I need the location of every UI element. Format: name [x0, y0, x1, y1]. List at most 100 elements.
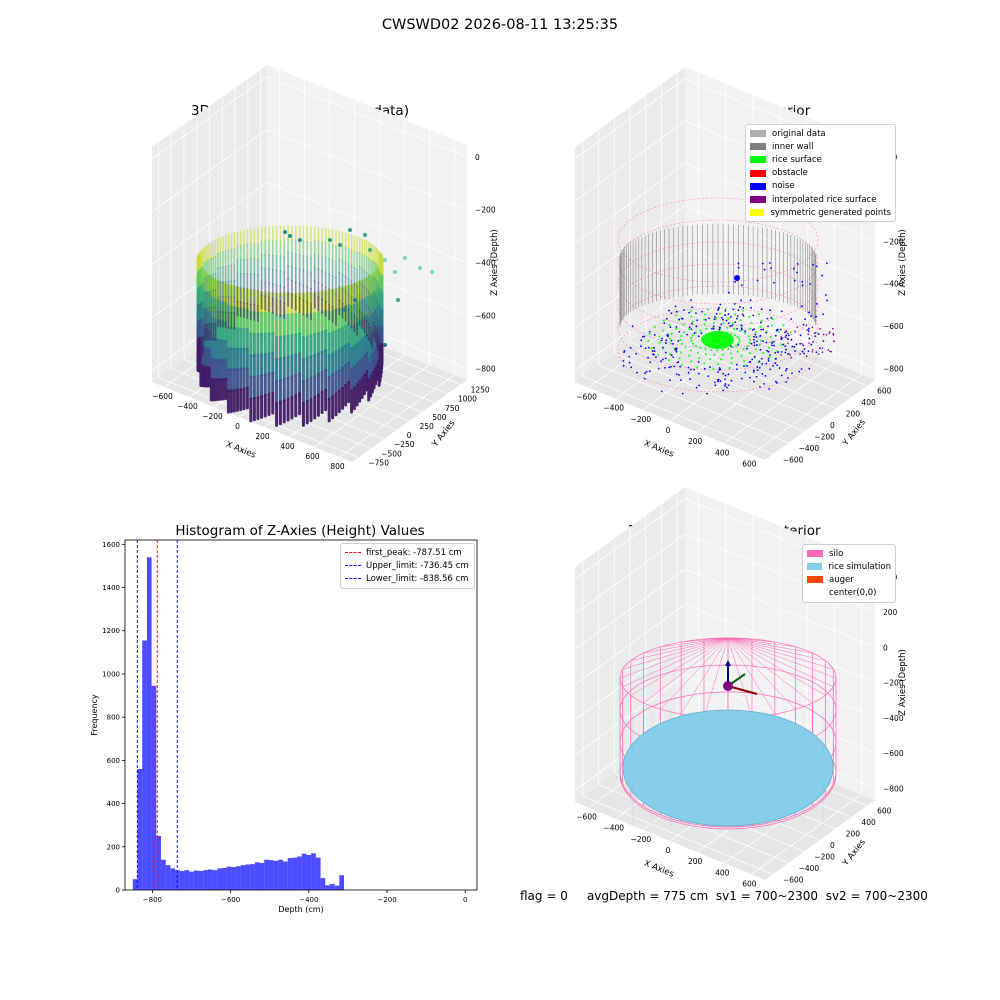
noise-point	[749, 360, 752, 363]
center-point	[723, 681, 733, 691]
legend-item-rice-surface: rice surface	[750, 153, 891, 166]
noise-point	[664, 357, 667, 360]
raw-data-point	[393, 270, 397, 274]
noise-point	[727, 313, 730, 315]
noise-point	[679, 365, 682, 368]
histogram-bar	[292, 857, 298, 890]
y-tick-label: −400	[799, 444, 820, 453]
legend-swatch	[750, 169, 766, 177]
noise-point	[737, 262, 740, 265]
noise-point	[690, 299, 692, 302]
grid-line	[684, 639, 876, 719]
noise-point	[780, 350, 783, 353]
interpolated-point	[786, 337, 789, 340]
rice-surface-point	[704, 313, 707, 316]
noise-point	[770, 344, 773, 347]
rice-surface-point	[658, 341, 661, 344]
rice-surface-point	[699, 329, 702, 332]
noise-point	[672, 343, 674, 345]
grid-line	[574, 533, 686, 615]
x-tick-label: 0	[666, 426, 671, 435]
histogram-bar	[160, 859, 166, 890]
z-axis-label: Z Axies (Depth)	[898, 229, 908, 296]
rice-surface-point	[690, 310, 693, 313]
y-tick-label: −200	[814, 852, 835, 861]
legend-item-original-data: original data	[750, 127, 891, 140]
noise-point	[819, 347, 821, 350]
x-tick-label: −400	[299, 896, 318, 904]
noise-point	[791, 345, 794, 348]
raw-data-point	[396, 298, 400, 302]
noise-point	[675, 373, 678, 376]
z-tick-label: −800	[883, 364, 904, 373]
histogram-bar	[325, 885, 330, 890]
rice-surface-point	[757, 312, 761, 316]
noise-point	[774, 334, 777, 337]
grid-line	[676, 307, 868, 387]
noise-point	[779, 328, 782, 331]
grid-line	[574, 120, 686, 202]
noise-point	[799, 342, 802, 345]
noise-point	[753, 344, 756, 347]
silo-wire-roof	[727, 637, 826, 661]
noise-point	[807, 350, 810, 353]
noise-point	[760, 357, 763, 360]
legend-label: center(0,0)	[829, 588, 877, 599]
histogram-bar	[132, 879, 138, 890]
noise-point	[759, 386, 761, 388]
noise-point	[784, 345, 787, 348]
noise-point	[762, 328, 765, 331]
noise-point	[697, 361, 700, 363]
x-tick-label: 600	[305, 452, 320, 461]
noise-point	[808, 367, 811, 370]
noise-point	[785, 348, 787, 351]
interpolated-point	[814, 332, 817, 334]
rice-surface-point	[780, 343, 783, 346]
rice-surface-point	[661, 329, 664, 332]
noise-point	[736, 315, 739, 317]
interpolated-point	[822, 333, 825, 336]
noise-point	[712, 327, 715, 330]
flag-text: flag = 0	[520, 889, 568, 903]
noise-point	[801, 350, 804, 353]
noise-point	[767, 350, 770, 353]
noise-point	[675, 350, 678, 353]
interpolated-point	[801, 343, 804, 345]
x-tick-label: −400	[603, 824, 624, 833]
noise-point	[824, 294, 827, 296]
noise-point	[759, 348, 762, 351]
noise-point	[800, 305, 803, 308]
noise-point	[784, 336, 787, 338]
raw-data-point	[368, 248, 372, 252]
noise-point	[643, 335, 646, 338]
interpolated-point	[790, 357, 792, 359]
noise-point	[734, 281, 737, 283]
noise-point	[758, 366, 761, 369]
rice-surface-point	[736, 350, 739, 353]
silo-wire-roof	[727, 637, 796, 647]
noise-point	[785, 381, 787, 383]
grid-line	[684, 604, 876, 683]
y-tick-label: 500	[432, 413, 447, 422]
noise-point	[724, 383, 727, 385]
rice-surface-point	[746, 345, 749, 348]
rice-surface-point	[728, 366, 731, 370]
noise-point	[691, 306, 693, 309]
noise-point	[714, 384, 717, 387]
rice-surface-point	[742, 348, 745, 351]
rice-surface-point	[712, 367, 715, 370]
noise-point	[796, 271, 798, 274]
noise-point	[700, 332, 703, 335]
raw-data-point	[430, 270, 434, 274]
y-tick-label: 800	[107, 714, 120, 722]
noise-point	[693, 332, 696, 334]
grid-line	[614, 353, 805, 432]
noise-point	[770, 267, 772, 269]
noise-point	[714, 315, 716, 318]
rice-surface-point	[715, 317, 718, 320]
histogram-bar	[156, 835, 161, 890]
noise-point	[663, 322, 666, 325]
histogram-bar	[287, 858, 293, 890]
raw-data-point	[363, 233, 367, 237]
interpolated-point	[811, 348, 814, 351]
